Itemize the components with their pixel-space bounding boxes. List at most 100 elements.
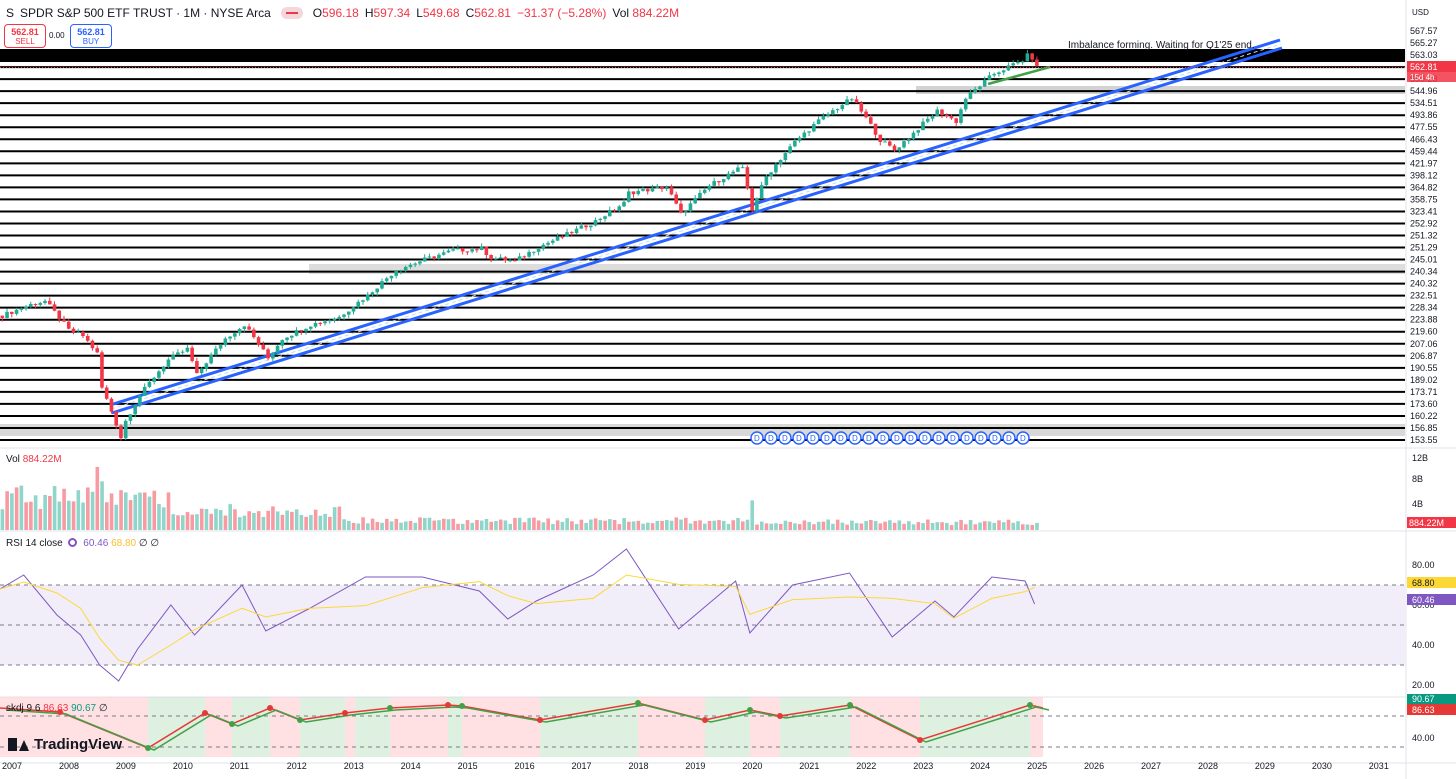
candle-body	[119, 425, 123, 439]
time-axis-label: 2021	[799, 761, 819, 771]
volume-bar	[731, 520, 736, 530]
candle-body	[346, 311, 351, 315]
candle-body	[33, 304, 38, 306]
candle-body	[437, 254, 441, 259]
chart-annotation-text[interactable]: Imbalance forming. Waiting for Q1'25 end…	[1068, 40, 1255, 51]
volume-bar	[67, 500, 71, 530]
candle-body	[736, 167, 740, 172]
rsi-label: RSI 14 close	[6, 538, 63, 549]
candle-body	[726, 173, 731, 180]
volume-bar	[242, 515, 247, 530]
time-axis-label: 2025	[1027, 761, 1047, 771]
candle-body	[887, 141, 892, 146]
candle-body	[688, 203, 693, 212]
volume-bar	[256, 511, 261, 530]
sell-button[interactable]: 562.81 SELL	[4, 24, 46, 48]
volume-bar	[14, 487, 19, 530]
low-value: 549.68	[422, 6, 460, 20]
trendline-lower	[111, 46, 1283, 415]
candle-body	[940, 109, 944, 115]
skdj-cross-dot	[917, 737, 923, 743]
price-axis-label: 190.55	[1410, 363, 1438, 373]
candle-body	[617, 206, 622, 211]
volume-bar	[707, 520, 712, 530]
volume-bar	[48, 495, 52, 530]
skdj-band	[850, 697, 920, 757]
volume-bar	[522, 522, 527, 530]
volume-bar	[214, 508, 218, 530]
time-axis-label: 2024	[970, 761, 990, 771]
candle-body	[593, 220, 598, 226]
candle-body	[930, 115, 935, 119]
volume-bar	[204, 509, 209, 530]
candle-body	[275, 345, 280, 353]
skdj-k-tag-bg	[1407, 704, 1456, 715]
dividend-marker-icon	[1002, 431, 1016, 445]
price-axis-label: 323.41	[1410, 206, 1438, 216]
rsi-settings-icon[interactable]	[68, 538, 78, 547]
volume-legend: Vol 884.22M	[6, 454, 62, 465]
candle-body	[835, 109, 840, 111]
volume-bar	[769, 523, 774, 530]
candle-body	[66, 321, 71, 329]
volume-bar	[930, 523, 935, 530]
volume-bar	[309, 515, 313, 530]
dividend-marker-icon	[834, 431, 848, 445]
candle-body	[1020, 61, 1025, 63]
skdj-band	[705, 697, 750, 757]
price-axis-label: 364.82	[1410, 182, 1438, 192]
candle-body	[807, 131, 811, 133]
candle-body	[337, 316, 342, 319]
price-axis-label: 252.92	[1410, 218, 1438, 228]
trendline-mid	[110, 43, 1282, 410]
candle-body	[332, 318, 337, 321]
volume-bar	[797, 524, 802, 530]
candle-body	[489, 255, 493, 260]
candle-body	[280, 340, 285, 346]
candle-body	[365, 294, 370, 301]
candle-body	[138, 395, 142, 406]
volume-bar	[318, 515, 323, 530]
volume-bar	[812, 524, 816, 530]
volume-bar	[399, 522, 403, 530]
volume-bar	[608, 519, 612, 530]
buy-button[interactable]: 562.81 BUY	[70, 24, 112, 48]
skdj-d-value: 90.67	[71, 703, 97, 714]
currency-selector[interactable]: USD	[1412, 8, 1429, 17]
skdj-band	[355, 697, 390, 757]
candle-body	[555, 236, 560, 241]
skdj-band	[345, 697, 355, 757]
volume-bar	[603, 520, 607, 530]
last-price-tag	[1407, 61, 1456, 82]
candle-body	[987, 75, 992, 80]
volume-bar	[745, 519, 750, 530]
volume-bar	[968, 520, 973, 530]
candle-body	[152, 377, 156, 382]
skdj-cross-dot	[445, 702, 451, 708]
volume-bar	[935, 522, 940, 530]
volume-bar	[916, 522, 921, 530]
symbol-title[interactable]: SPDR S&P 500 ETF TRUST · 1M · NYSE Arca	[20, 6, 271, 20]
time-axis-label: 2019	[685, 761, 705, 771]
volume-bar	[38, 509, 43, 530]
candle-body	[679, 203, 683, 213]
volume-bar	[631, 521, 636, 530]
volume-bar	[408, 520, 413, 530]
volume-bar	[907, 521, 911, 530]
time-axis-label: 2015	[458, 761, 478, 771]
candle-body	[859, 102, 864, 112]
volume-bar	[351, 522, 356, 530]
candle-body	[289, 335, 294, 338]
volume-bar	[911, 524, 916, 530]
candle-body	[209, 355, 213, 364]
tradingview-logo[interactable]: TradingView	[8, 736, 122, 753]
volume-bar	[337, 506, 342, 530]
candle-body	[171, 354, 175, 360]
dividend-marker-label: D	[880, 434, 886, 443]
price-axis-label: 240.34	[1410, 267, 1438, 277]
volume-bar	[650, 523, 655, 530]
volume-bar	[422, 517, 427, 530]
trendline-upper	[109, 38, 1281, 407]
volume-bar	[598, 520, 603, 530]
